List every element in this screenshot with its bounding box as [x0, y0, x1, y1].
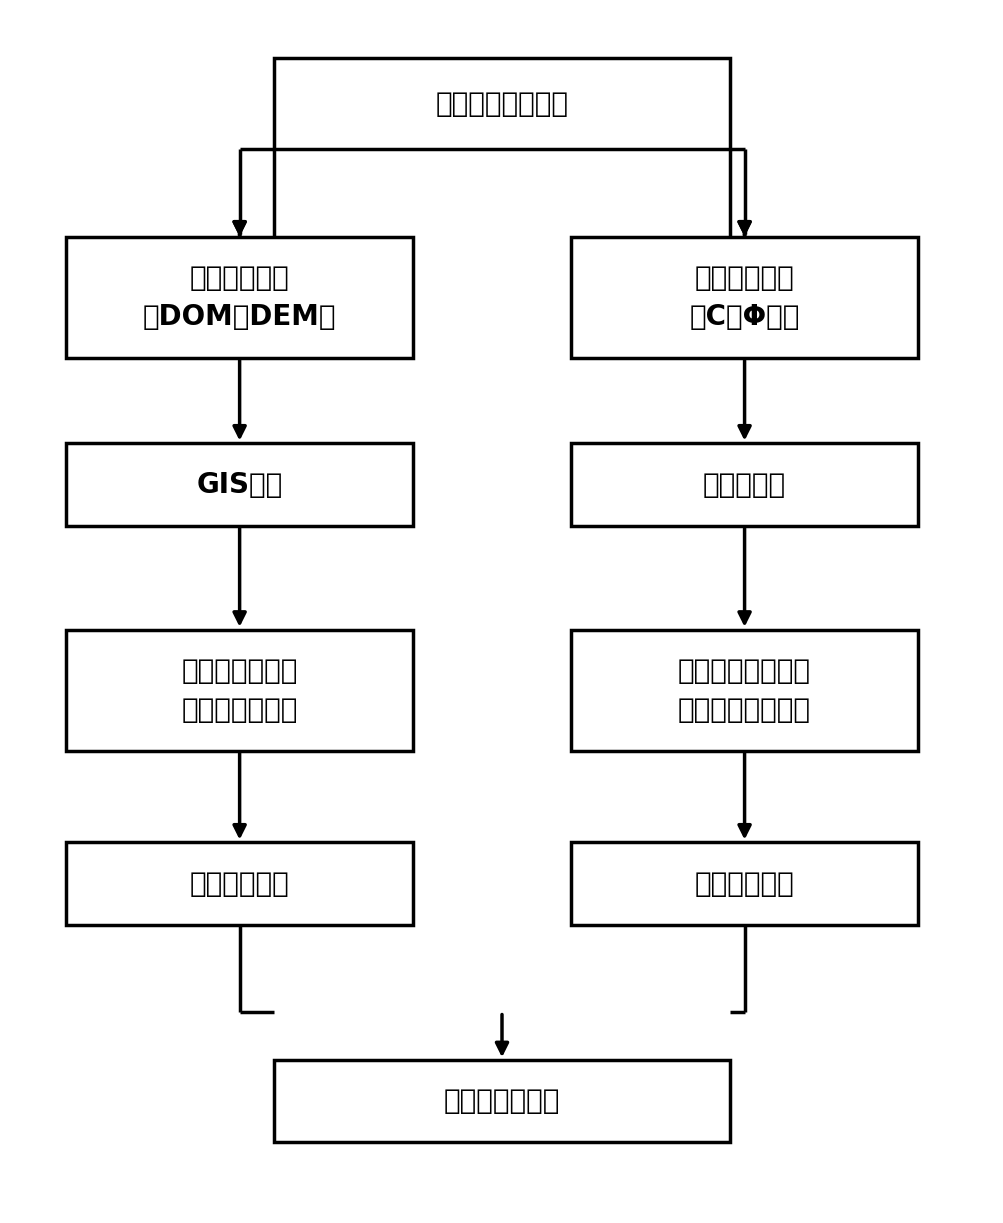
Text: 稳定性评价结果: 稳定性评价结果 [443, 1087, 560, 1115]
Bar [274, 59, 729, 149]
Bar [274, 1060, 729, 1142]
Bar [571, 630, 917, 751]
Bar [66, 444, 412, 526]
Text: 地理空间数据
（DOM和DEM）: 地理空间数据 （DOM和DEM） [142, 264, 336, 330]
Text: GIS软件: GIS软件 [197, 471, 283, 499]
Bar [571, 237, 917, 357]
Text: 地质勘察资料
（C、Φ等）: 地质勘察资料 （C、Φ等） [689, 264, 799, 330]
Text: 岩土力学参数: 岩土力学参数 [694, 870, 793, 898]
Bar [66, 843, 412, 925]
Bar [571, 843, 917, 925]
Text: 三维扩展计算模型
定义工况、边界等: 三维扩展计算模型 定义工况、边界等 [677, 657, 810, 724]
Text: 滑坡体稳定性评价: 滑坡体稳定性评价 [435, 89, 568, 117]
Bar [66, 630, 412, 751]
Text: 三维可视化模型
矢量化提取截面: 三维可视化模型 矢量化提取截面 [182, 657, 298, 724]
Bar [66, 237, 412, 357]
Text: 有限元软件: 有限元软件 [702, 471, 785, 499]
Text: 截面力学参数: 截面力学参数 [190, 870, 289, 898]
Bar [571, 444, 917, 526]
